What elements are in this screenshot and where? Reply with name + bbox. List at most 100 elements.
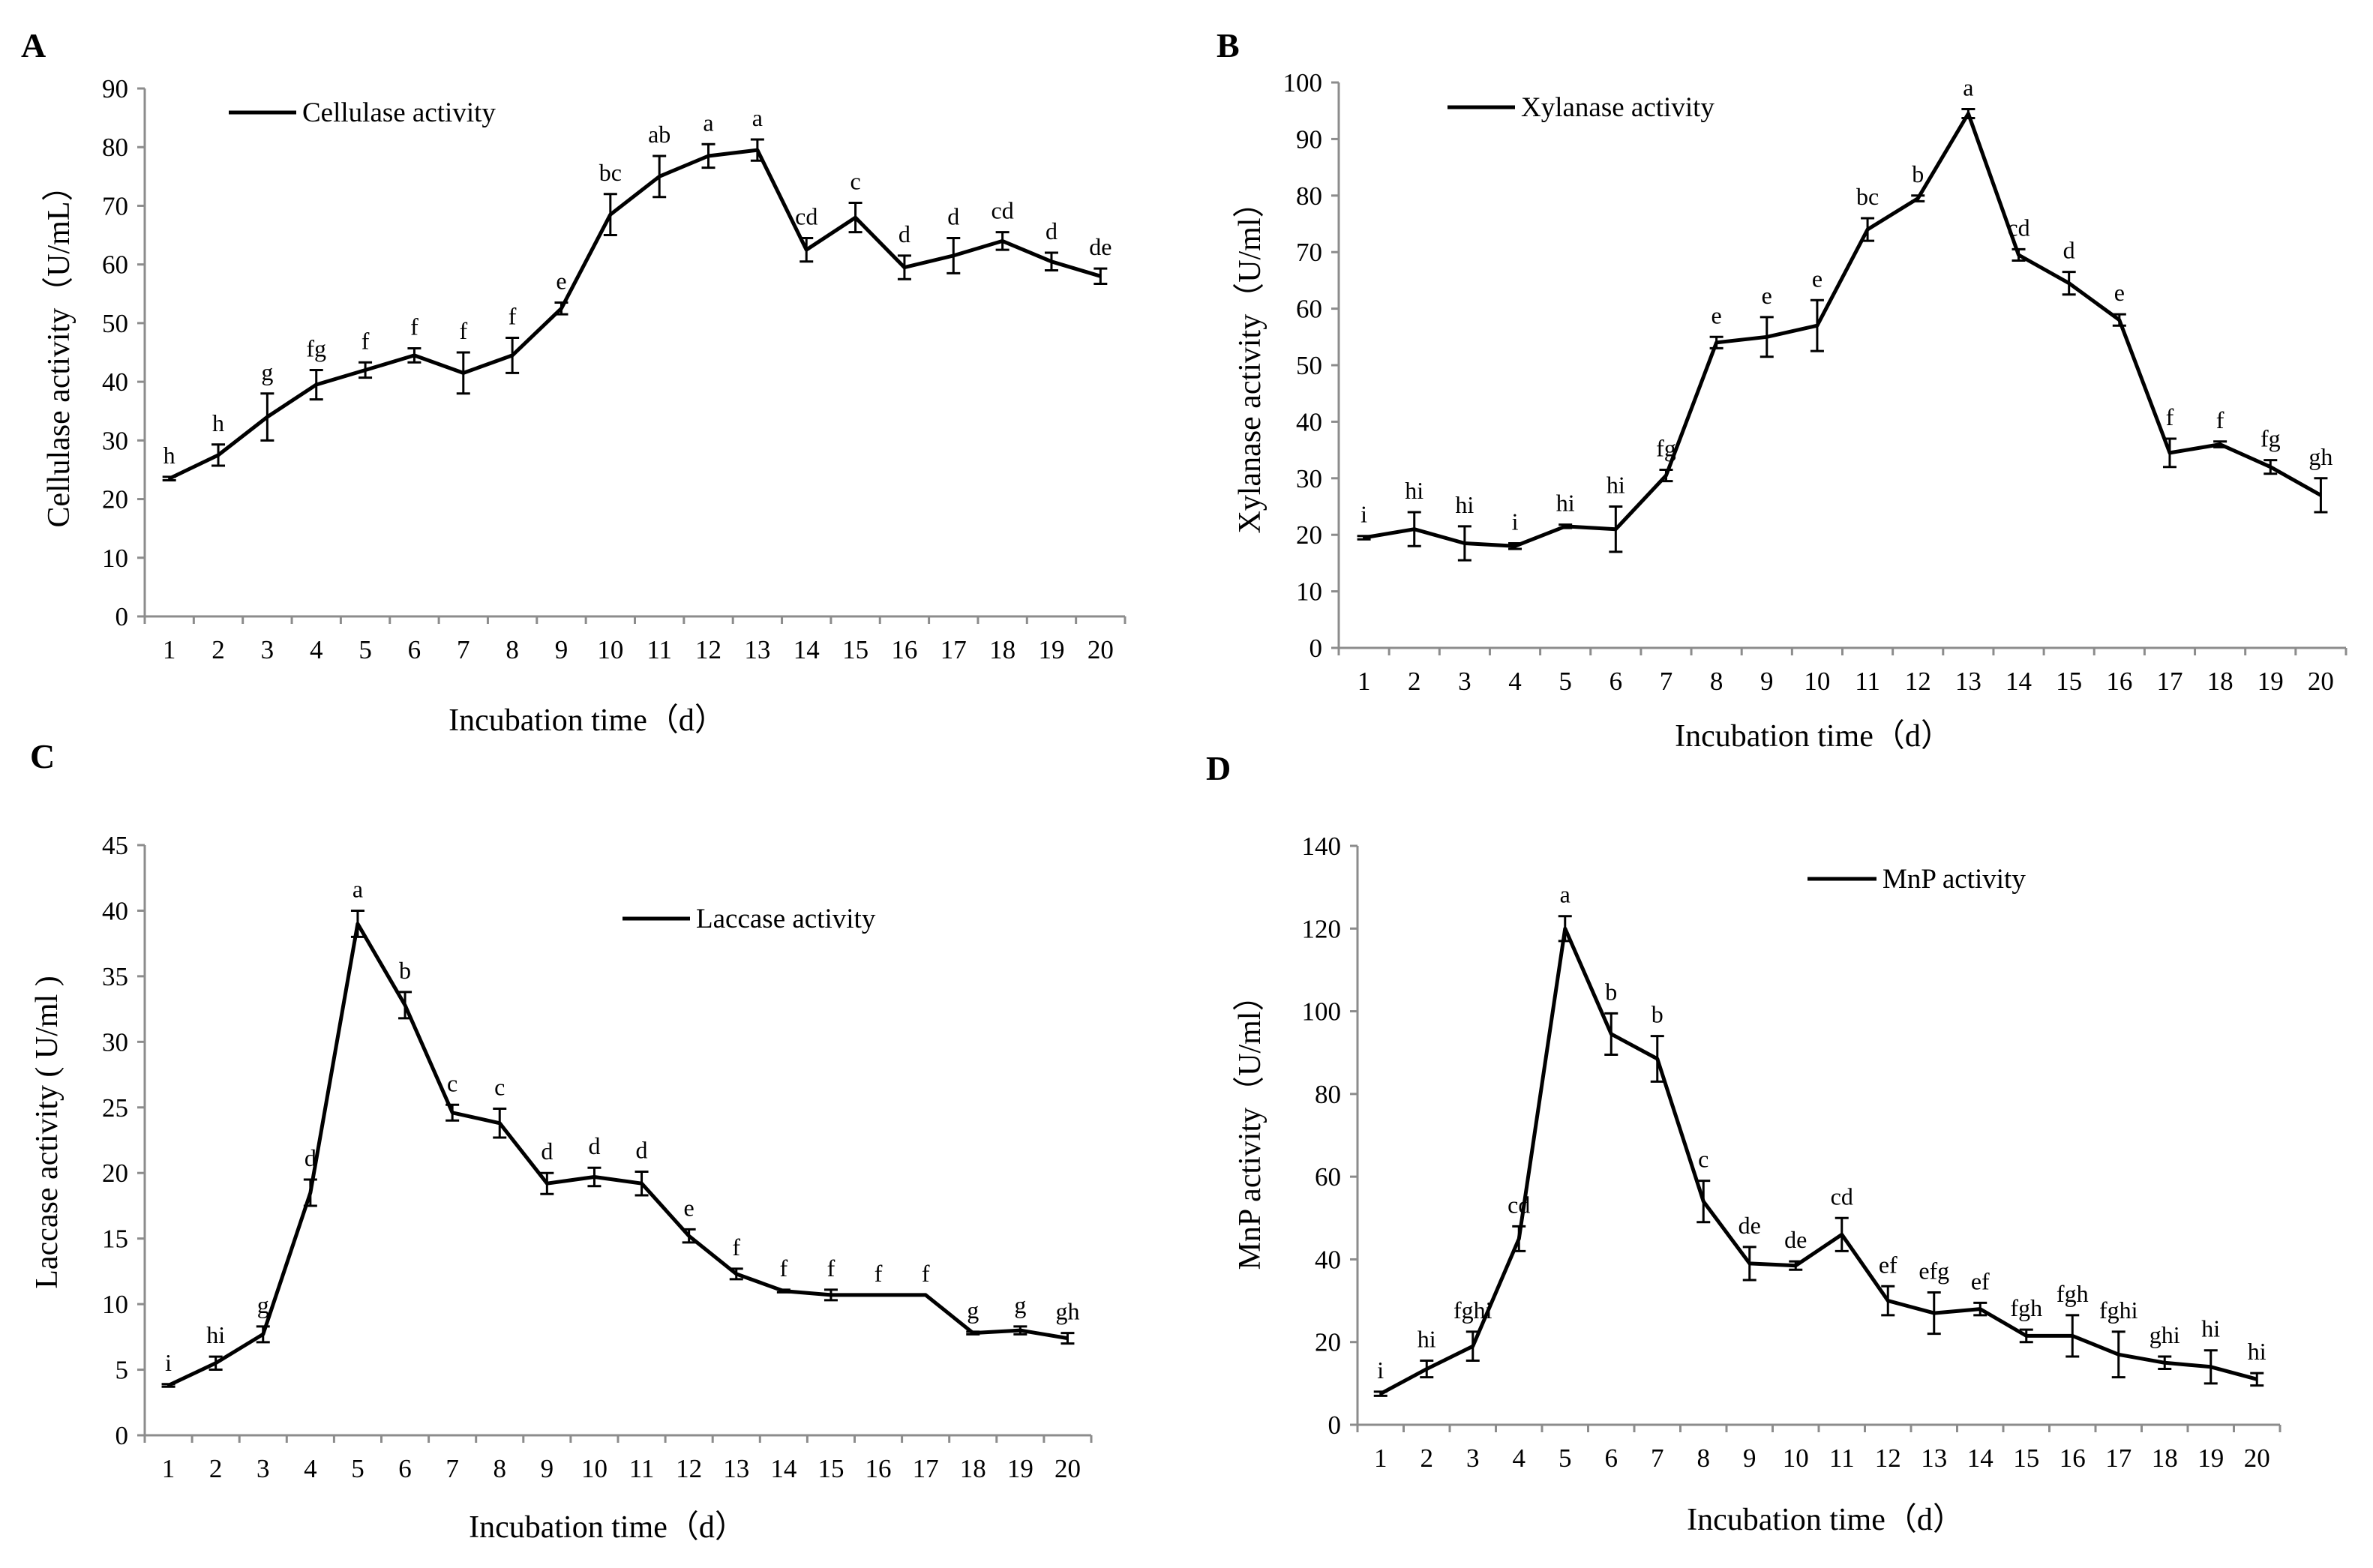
panel-c-y-tick-label: 35 — [102, 962, 128, 991]
panel-c-y-tick-label: 5 — [116, 1356, 129, 1385]
panel-d-significance-label: fgh — [2056, 1280, 2089, 1307]
panel-a-error-bar — [212, 443, 226, 467]
panel-b-x-tick-label: 6 — [1610, 667, 1623, 696]
panel-b-y-tick-label: 60 — [1296, 295, 1322, 324]
panel-c-significance-label: c — [447, 1069, 458, 1096]
panel-a-error-bar — [358, 361, 373, 379]
panel-b-error-bar — [1810, 298, 1824, 352]
panel-c-y-tick-label: 15 — [102, 1225, 128, 1254]
panel-d-legend-label: MnP activity — [1882, 864, 2026, 895]
panel-a-x-tick-label: 7 — [457, 635, 470, 664]
panel-c-x-tick-label: 1 — [162, 1454, 176, 1483]
panel-b-significance-label: d — [2063, 237, 2075, 264]
panel-d-x-tick-label: 4 — [1513, 1444, 1526, 1473]
panel-b-significance-label: e — [1712, 301, 1722, 328]
panel-c-x-axis-title: Incubation time（d） — [469, 1510, 746, 1545]
panel-d-error-bar — [2111, 1330, 2126, 1379]
panel-d-error-bar — [1650, 1035, 1664, 1083]
panel-b-y-axis-title: Xylanase activity（U/ml） — [1233, 186, 1268, 533]
panel-a-significance-label: d — [898, 220, 910, 247]
panel-a-x-tick-label: 2 — [212, 635, 225, 664]
panel-c-x-tick-label: 18 — [960, 1454, 986, 1483]
panel-d-error-bar — [2250, 1372, 2264, 1387]
panel-d-significance-label: efg — [1918, 1258, 1949, 1285]
panel-b-error-bar — [2213, 440, 2228, 448]
panel-c-y-tick-label: 20 — [102, 1159, 128, 1188]
panel-c-significance-label: d — [636, 1136, 648, 1163]
panel-a-significance-label: cd — [992, 197, 1014, 224]
panel-c-letter: C — [30, 737, 55, 775]
panel-a-x-tick-label: 13 — [744, 635, 770, 664]
panel-b-y-tick-label: 70 — [1296, 238, 1322, 267]
panel-a-error-bar — [848, 202, 862, 234]
panel-b-error-bar — [1407, 511, 1421, 547]
panel-c-x-tick-label: 5 — [351, 1454, 364, 1483]
panel-c-x-tick-label: 9 — [541, 1454, 554, 1483]
panel-d-significance-label: cd — [1831, 1183, 1853, 1210]
panel-d-x-tick-label: 8 — [1697, 1444, 1711, 1473]
panel-b-letter: B — [1216, 26, 1240, 64]
panel-d-error-bar — [1420, 1360, 1434, 1379]
panel-b-y-tick-label: 50 — [1296, 351, 1322, 380]
panel-c-error-bar — [587, 1166, 602, 1188]
panel-c-error-bar — [350, 909, 364, 938]
panel-d-significance-label: fghi — [2099, 1297, 2138, 1324]
panel-d-significance-label: hi — [1418, 1326, 1436, 1353]
panel-c-x-tick-label: 3 — [256, 1454, 270, 1483]
panel-d-x-tick-label: 13 — [1921, 1444, 1947, 1473]
panel-b-error-bar — [1961, 107, 1976, 120]
panel-a-x-tick-label: 3 — [261, 635, 274, 664]
panel-d-legend: MnP activity — [1808, 864, 2026, 895]
panel-b-error-bar — [2264, 459, 2278, 475]
panel-a-y-tick-label: 60 — [102, 250, 128, 280]
panel-d-significance-label: ghi — [2150, 1321, 2180, 1348]
panel-d-x-tick-label: 14 — [1967, 1444, 1994, 1473]
panel-b-x-tick-label: 12 — [1905, 667, 1931, 696]
panel-a-error-bar — [652, 154, 667, 199]
panel-a-x-tick-label: 6 — [408, 635, 422, 664]
panel-b-significance-label: e — [2114, 279, 2125, 306]
panel-c-significance-label: f — [780, 1255, 788, 1282]
panel-b-y-tick-label: 90 — [1296, 124, 1322, 154]
panel-d-y-tick-label: 120 — [1302, 914, 1342, 943]
panel-c-significance-label: g — [257, 1291, 269, 1318]
panel-c-legend: Laccase activity — [622, 904, 876, 934]
panel-b-error-bar — [1609, 505, 1623, 553]
panel-a-significance-label: cd — [795, 202, 818, 229]
panel-d-significance-label: de — [1784, 1226, 1807, 1253]
panel-c-significance-label: f — [874, 1260, 883, 1287]
panel-c-x-tick-label: 7 — [446, 1454, 459, 1483]
panel-c-y-tick-label: 10 — [102, 1290, 128, 1319]
panel-b-x-tick-label: 13 — [1955, 667, 1982, 696]
panel-b-error-bar — [2162, 437, 2176, 469]
panel-c-significance-label: g — [967, 1297, 979, 1324]
panel-d-x-tick-label: 7 — [1651, 1444, 1664, 1473]
panel-c-x-tick-label: 13 — [723, 1454, 749, 1483]
panel-c-x-tick-label: 12 — [676, 1454, 702, 1483]
panel-a-error-bar — [800, 236, 814, 263]
panel-d-error-bar — [1466, 1330, 1480, 1363]
panel-b-significance-label: f — [2216, 406, 2224, 433]
panel-d-significance-label: ef — [1879, 1251, 1898, 1278]
panel-d-significance-label: cd — [1508, 1191, 1530, 1218]
panel-b-y-tick-label: 40 — [1296, 407, 1322, 436]
panel-c-y-tick-label: 25 — [102, 1093, 128, 1123]
panel-b-significance-label: f — [2166, 403, 2174, 430]
panel-c-error-bar — [161, 1383, 176, 1388]
panel-b-significance-label: e — [1812, 265, 1822, 292]
panel-b-x-tick-label: 8 — [1710, 667, 1724, 696]
panel-a-significance-label: h — [212, 409, 224, 436]
panel-c-x-tick-label: 14 — [770, 1454, 796, 1483]
panel-a-error-bar — [407, 347, 422, 364]
panel-b-significance-label: bc — [1856, 183, 1879, 210]
panel-d-error-bar — [1696, 1180, 1711, 1224]
panel-b-error-bar — [2112, 313, 2126, 327]
panel-a-x-tick-label: 14 — [794, 635, 820, 664]
panel-c-significance-label: a — [352, 875, 363, 902]
panel-c-x-tick-label: 6 — [398, 1454, 412, 1483]
panel-d-x-tick-label: 3 — [1466, 1444, 1480, 1473]
panel-d-y-tick-label: 0 — [1328, 1411, 1342, 1440]
panel-d-significance-label: fghi — [1454, 1297, 1492, 1324]
panel-d-x-tick-label: 6 — [1605, 1444, 1618, 1473]
panel-d-x-tick-label: 18 — [2152, 1444, 2178, 1473]
